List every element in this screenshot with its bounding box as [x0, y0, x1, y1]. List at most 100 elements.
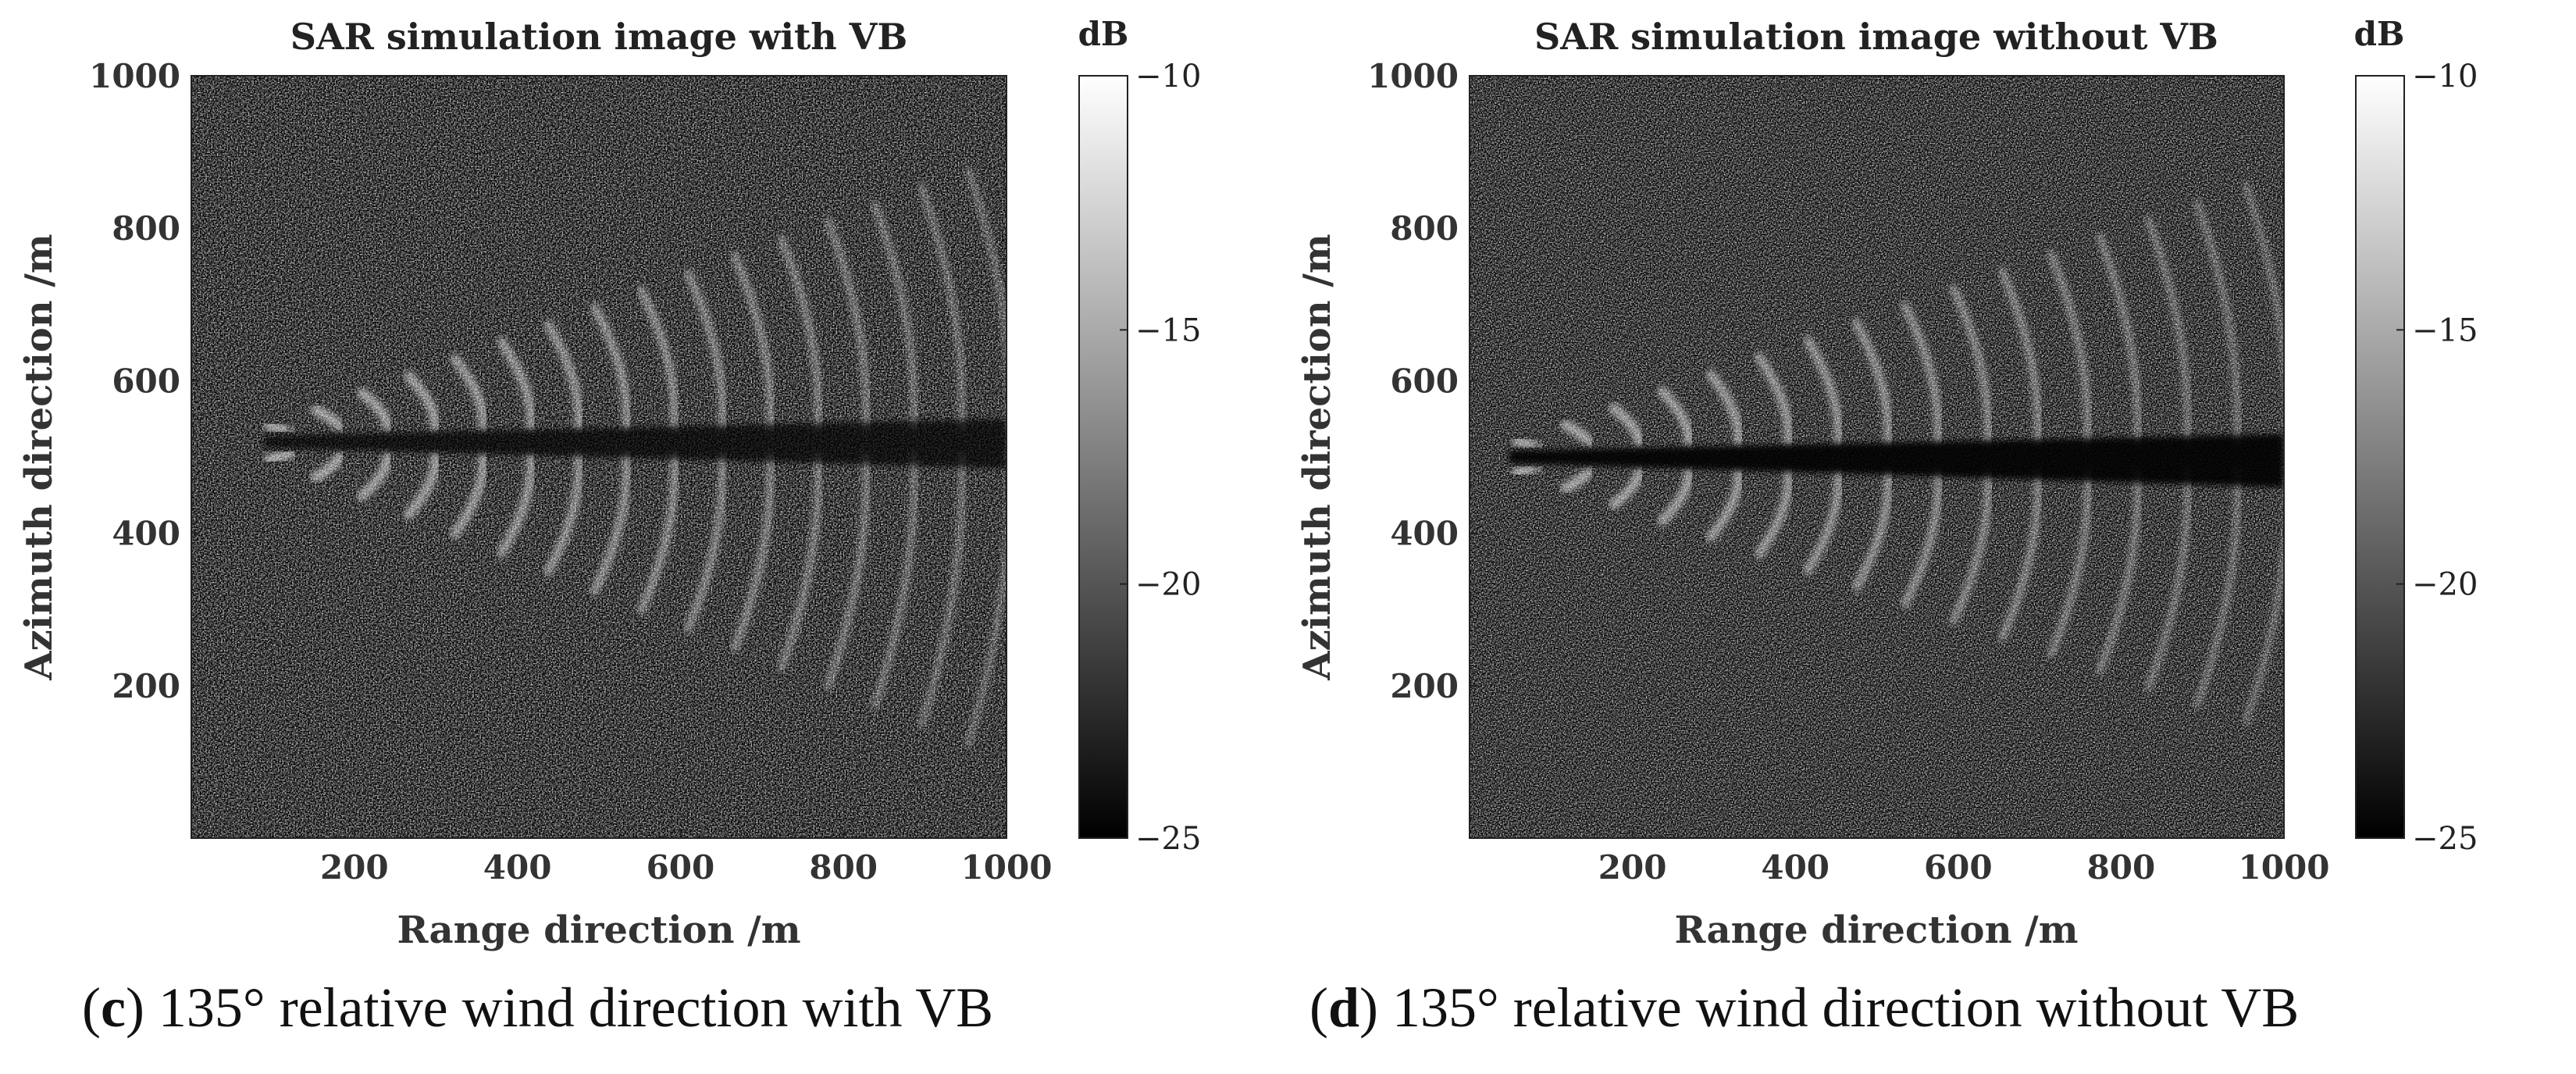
wake-arm-lower — [1753, 467, 1794, 560]
wake-arm-upper — [542, 319, 584, 432]
wake-arm-lower — [542, 452, 584, 578]
wake-arm-upper — [823, 217, 871, 431]
wake-arm-upper — [2242, 181, 2284, 401]
colorbar-tick-label: −20 — [2412, 567, 2478, 603]
panel-c-wake-pattern — [263, 166, 1007, 748]
wake-arm-lower — [729, 452, 775, 653]
wake-arm-upper — [2193, 198, 2241, 447]
panel-c-ylabel: Azimuth direction /m — [17, 234, 61, 680]
y-tick-label: 400 — [112, 515, 180, 553]
y-tick-label: 400 — [1390, 515, 1459, 553]
x-tick-label: 800 — [2087, 848, 2156, 887]
panel-d-xlabel: Range direction /m — [1674, 908, 2078, 952]
y-tick-label: 800 — [112, 209, 180, 248]
wake-arm-lower — [2242, 512, 2284, 725]
wake-arm-lower — [1607, 466, 1644, 512]
y-tick-label: 800 — [1390, 209, 1459, 248]
wake-arm-lower — [1899, 467, 1943, 609]
wake-arm-lower — [2046, 467, 2092, 659]
panel-d-axes: 200 400 600 800 1000 200 400 600 800 1000 — [1367, 57, 2329, 887]
colorbar-tick-label: −10 — [2412, 59, 2478, 95]
y-tick-label: 1000 — [1367, 57, 1459, 95]
wake-arm-lower — [823, 452, 871, 691]
x-tick-label: 1000 — [2239, 848, 2330, 887]
x-tick-label: 200 — [320, 848, 389, 887]
wake-arm-upper — [448, 352, 489, 432]
wake-arm-upper — [1753, 351, 1794, 447]
x-tick-label: 400 — [1761, 848, 1830, 887]
wake-arm-upper — [495, 336, 536, 432]
colorbar-tick-label: −20 — [1135, 567, 1201, 603]
wake-arm-lower — [1997, 467, 2043, 642]
wake-arm-upper — [964, 166, 1007, 386]
x-tick-label: 400 — [483, 848, 552, 887]
wake-arm-lower — [1559, 464, 1594, 495]
panel-c: SAR simulation image with VB 200 400 600 80… — [17, 15, 1201, 1039]
wake-arm-upper — [636, 285, 679, 431]
wake-arm-lower — [917, 452, 966, 729]
x-tick-label: 1000 — [961, 848, 1053, 887]
wake-arm-upper — [1801, 334, 1844, 447]
wake-arm-upper — [1948, 284, 1993, 447]
wake-arm-upper — [870, 200, 918, 431]
wake-arm-lower — [495, 451, 536, 559]
panel-d: SAR simulation image without VB 200 400 60… — [1295, 15, 2478, 1039]
panel-c-colorbar — [1078, 75, 1128, 839]
panel-c-colorbar-ticks: −10 −15 −20 −25 — [1120, 59, 1201, 857]
wake-dark-trail — [1509, 434, 2284, 488]
wake-arm-upper — [1559, 418, 1594, 449]
wake-arm-upper — [917, 183, 966, 431]
wake-arm-lower — [964, 503, 1007, 748]
wake-dark-trail — [263, 419, 1007, 469]
panel-d-caption-text: ) 135° relative wind direction without V… — [1359, 976, 2299, 1039]
panel-c-title: SAR simulation image with VB — [290, 16, 908, 58]
wake-arm-lower — [1948, 467, 1993, 626]
wake-arm-upper — [1851, 317, 1894, 447]
wake-arm-lower — [2143, 467, 2192, 692]
colorbar-tick-label: −15 — [1135, 312, 1201, 348]
panel-d-caption-letter: d — [1328, 976, 1359, 1039]
wake-arm-upper — [1655, 384, 1694, 448]
colorbar-tick-label: −25 — [1135, 821, 1201, 857]
colorbar-tick-label: −10 — [1135, 59, 1201, 95]
wake-arm-upper — [1997, 266, 2043, 447]
wake-arm-upper — [776, 234, 822, 431]
wake-arm-upper — [2095, 232, 2142, 447]
colorbar-tick-label: −15 — [2412, 312, 2478, 348]
y-tick-label: 1000 — [89, 57, 180, 95]
wake-arm-upper — [682, 268, 727, 431]
x-tick-label: 600 — [647, 848, 715, 887]
wake-arm-lower — [2193, 467, 2241, 708]
panel-c-colorbar-label: dB — [1078, 15, 1129, 53]
wake-arm-upper — [729, 251, 775, 431]
panel-d-colorbar — [2355, 75, 2405, 839]
wake-arm-lower — [309, 450, 345, 484]
wake-arm-lower — [2095, 467, 2142, 676]
panel-c-frame — [191, 75, 1007, 839]
y-tick-label: 600 — [112, 362, 180, 400]
colorbar-tick-label: −25 — [2412, 821, 2478, 857]
panel-d-colorbar-label: dB — [2354, 15, 2405, 53]
wake-arm-upper — [2143, 216, 2192, 447]
wake-arm-lower — [1655, 466, 1694, 527]
wake-arm-lower — [263, 447, 298, 466]
panel-d-caption: (d) 135° relative wind direction without… — [1309, 976, 2299, 1039]
wake-arm-lower — [1801, 467, 1844, 576]
wake-arm-lower — [682, 452, 727, 634]
y-tick-label: 600 — [1390, 362, 1459, 400]
wake-arm-lower — [636, 452, 679, 615]
wake-arm-upper — [589, 302, 632, 431]
wake-arm-lower — [355, 451, 393, 503]
panel-d-ylabel: Azimuth direction /m — [1295, 234, 1339, 680]
panel-d-wake-pattern — [1509, 181, 2284, 725]
x-tick-label: 600 — [1924, 848, 1993, 887]
y-tick-label: 200 — [1390, 667, 1459, 705]
wake-arm-upper — [355, 386, 393, 433]
wake-arm-upper — [2046, 249, 2092, 447]
panel-c-axes: 200 400 600 800 1000 200 400 600 800 1000 — [89, 57, 1052, 887]
wake-arm-lower — [401, 451, 440, 522]
wake-arm-upper — [1704, 368, 1744, 447]
panel-c-caption-letter: c — [101, 976, 126, 1039]
x-tick-label: 200 — [1598, 848, 1667, 887]
